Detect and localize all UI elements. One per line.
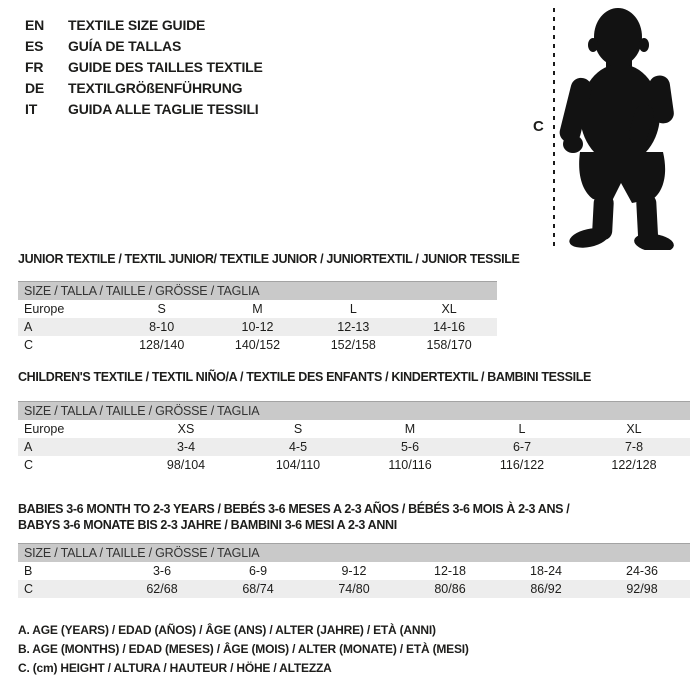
cell: 122/128 bbox=[611, 458, 657, 472]
lang-code: EN bbox=[25, 17, 45, 33]
cell: S bbox=[293, 422, 303, 436]
size-header-cell: SIZE / TALLA / TAILLE / GRÖSSE / TAGLIA bbox=[18, 543, 690, 562]
height-measure-dashed-line bbox=[553, 8, 555, 246]
cell: 14-16 bbox=[401, 318, 497, 336]
childrens-table-title: CHILDREN'S TEXTILE / TEXTIL NIÑO/A / TEX… bbox=[18, 370, 592, 384]
cell: 62/68 bbox=[114, 580, 210, 598]
cell: 6-7 bbox=[466, 438, 578, 456]
lang-code: FR bbox=[25, 59, 44, 75]
child-silhouette-icon bbox=[559, 8, 674, 250]
babies-title-line2: BABYS 3-6 MONATE BIS 2-3 JAHRE / BAMBINI… bbox=[18, 518, 397, 532]
lang-row-es: ES GUÍA DE TALLAS bbox=[25, 36, 263, 57]
cell: 152/158 bbox=[330, 338, 376, 352]
cell: 68/74 bbox=[210, 580, 306, 598]
row-label: B bbox=[24, 564, 33, 578]
table-row: C 128/140 140/152 152/158 158/170 bbox=[18, 336, 497, 354]
babies-table-title: BABIES 3-6 MONTH TO 2-3 YEARS / BEBÉS 3-… bbox=[18, 501, 690, 533]
row-label: C bbox=[24, 338, 34, 352]
lang-code: IT bbox=[25, 101, 38, 117]
size-header-row: SIZE / TALLA / TAILLE / GRÖSSE / TAGLIA bbox=[18, 281, 497, 300]
lang-row-it: IT GUIDA ALLE TAGLIE TESSILI bbox=[25, 99, 263, 120]
cell: 3-6 bbox=[152, 564, 172, 578]
cell: M bbox=[404, 422, 416, 436]
cell: L bbox=[518, 422, 526, 436]
cell: 12-13 bbox=[305, 318, 402, 336]
junior-size-table: SIZE / TALLA / TAILLE / GRÖSSE / TAGLIA … bbox=[18, 281, 497, 354]
cell: 158/170 bbox=[426, 338, 472, 352]
child-height-figure: C bbox=[0, 0, 700, 255]
footnote-b: B. AGE (MONTHS) / EDAD (MESES) / ÂGE (MO… bbox=[18, 642, 469, 656]
table-row: A 3-4 4-5 5-6 6-7 7-8 bbox=[18, 438, 690, 456]
size-header-cell: SIZE / TALLA / TAILLE / GRÖSSE / TAGLIA bbox=[18, 401, 690, 420]
babies-textile-section: BABIES 3-6 MONTH TO 2-3 YEARS / BEBÉS 3-… bbox=[18, 501, 690, 598]
footnotes: A. AGE (YEARS) / EDAD (AÑOS) / ÂGE (ANS)… bbox=[18, 621, 469, 678]
cell: 128/140 bbox=[139, 338, 185, 352]
cell: 116/122 bbox=[499, 458, 545, 472]
cell: XS bbox=[177, 422, 195, 436]
lang-code: ES bbox=[25, 38, 44, 54]
table-row: C 98/104 104/110 110/116 116/122 122/128 bbox=[18, 456, 690, 474]
size-header-row: SIZE / TALLA / TAILLE / GRÖSSE / TAGLIA bbox=[18, 401, 690, 420]
lang-row-en: EN TEXTILE SIZE GUIDE bbox=[25, 15, 263, 36]
table-row: Europe S M L XL bbox=[18, 300, 497, 318]
row-label: C bbox=[18, 580, 114, 598]
lang-row-fr: FR GUIDE DES TAILLES TEXTILE bbox=[25, 57, 263, 78]
row-label: A bbox=[18, 318, 114, 336]
cell: S bbox=[157, 302, 166, 316]
cell: XL bbox=[441, 302, 457, 316]
size-header-cell: SIZE / TALLA / TAILLE / GRÖSSE / TAGLIA bbox=[18, 281, 497, 300]
cell: 7-8 bbox=[578, 438, 690, 456]
cell: 110/116 bbox=[388, 458, 432, 472]
footnote-a: A. AGE (YEARS) / EDAD (AÑOS) / ÂGE (ANS)… bbox=[18, 623, 436, 637]
cell: 3-4 bbox=[130, 438, 242, 456]
row-label: A bbox=[18, 438, 130, 456]
cell: XL bbox=[626, 422, 642, 436]
language-title-list: EN TEXTILE SIZE GUIDE ES GUÍA DE TALLAS … bbox=[25, 15, 263, 120]
lang-label: GUIDA ALLE TAGLIE TESSILI bbox=[68, 101, 259, 117]
cell: 10-12 bbox=[209, 318, 306, 336]
cell: 98/104 bbox=[166, 458, 206, 472]
cell: 9-12 bbox=[341, 564, 367, 578]
lang-label: TEXTILGRÖßENFÜHRUNG bbox=[68, 80, 243, 96]
table-row: Europe XS S M L XL bbox=[18, 420, 690, 438]
cell: 74/80 bbox=[306, 580, 402, 598]
footnote-c: C. (cm) HEIGHT / ALTURA / HAUTEUR / HÖHE… bbox=[18, 661, 332, 675]
lang-row-de: DE TEXTILGRÖßENFÜHRUNG bbox=[25, 78, 263, 99]
cell: 80/86 bbox=[402, 580, 498, 598]
cell: 6-9 bbox=[248, 564, 268, 578]
junior-textile-section: JUNIOR TEXTILE / TEXTIL JUNIOR/ TEXTILE … bbox=[18, 251, 520, 354]
cell: 4-5 bbox=[242, 438, 354, 456]
childrens-size-table: SIZE / TALLA / TAILLE / GRÖSSE / TAGLIA … bbox=[18, 401, 690, 474]
cell: 140/152 bbox=[234, 338, 281, 352]
table-row: A 8-10 10-12 12-13 14-16 bbox=[18, 318, 497, 336]
cell: 18-24 bbox=[530, 564, 562, 578]
cell: 92/98 bbox=[594, 580, 690, 598]
row-label: Europe bbox=[24, 422, 65, 436]
babies-size-table: SIZE / TALLA / TAILLE / GRÖSSE / TAGLIA … bbox=[18, 543, 690, 598]
cell: 24-36 bbox=[626, 564, 658, 578]
lang-label: GUIDE DES TAILLES TEXTILE bbox=[68, 59, 263, 75]
lang-code: DE bbox=[25, 80, 45, 96]
table-row: C 62/68 68/74 74/80 80/86 86/92 92/98 bbox=[18, 580, 690, 598]
babies-title-line1: BABIES 3-6 MONTH TO 2-3 YEARS / BEBÉS 3-… bbox=[18, 502, 570, 516]
cell: 86/92 bbox=[498, 580, 594, 598]
cell: M bbox=[252, 302, 263, 316]
cell: 5-6 bbox=[354, 438, 466, 456]
lang-label: TEXTILE SIZE GUIDE bbox=[68, 17, 206, 33]
table-row: B 3-6 6-9 9-12 12-18 18-24 24-36 bbox=[18, 562, 690, 580]
cell: 104/110 bbox=[275, 458, 321, 472]
childrens-textile-section: CHILDREN'S TEXTILE / TEXTIL NIÑO/A / TEX… bbox=[18, 369, 690, 474]
row-label: Europe bbox=[24, 302, 65, 316]
junior-table-title: JUNIOR TEXTILE / TEXTIL JUNIOR/ TEXTILE … bbox=[18, 252, 520, 266]
lang-label: GUÍA DE TALLAS bbox=[68, 38, 182, 54]
row-label: C bbox=[24, 458, 34, 472]
cell: 12-18 bbox=[434, 564, 466, 578]
height-measure-label: C bbox=[533, 118, 544, 135]
cell: L bbox=[349, 302, 357, 316]
size-header-row: SIZE / TALLA / TAILLE / GRÖSSE / TAGLIA bbox=[18, 543, 690, 562]
cell: 8-10 bbox=[113, 318, 210, 336]
